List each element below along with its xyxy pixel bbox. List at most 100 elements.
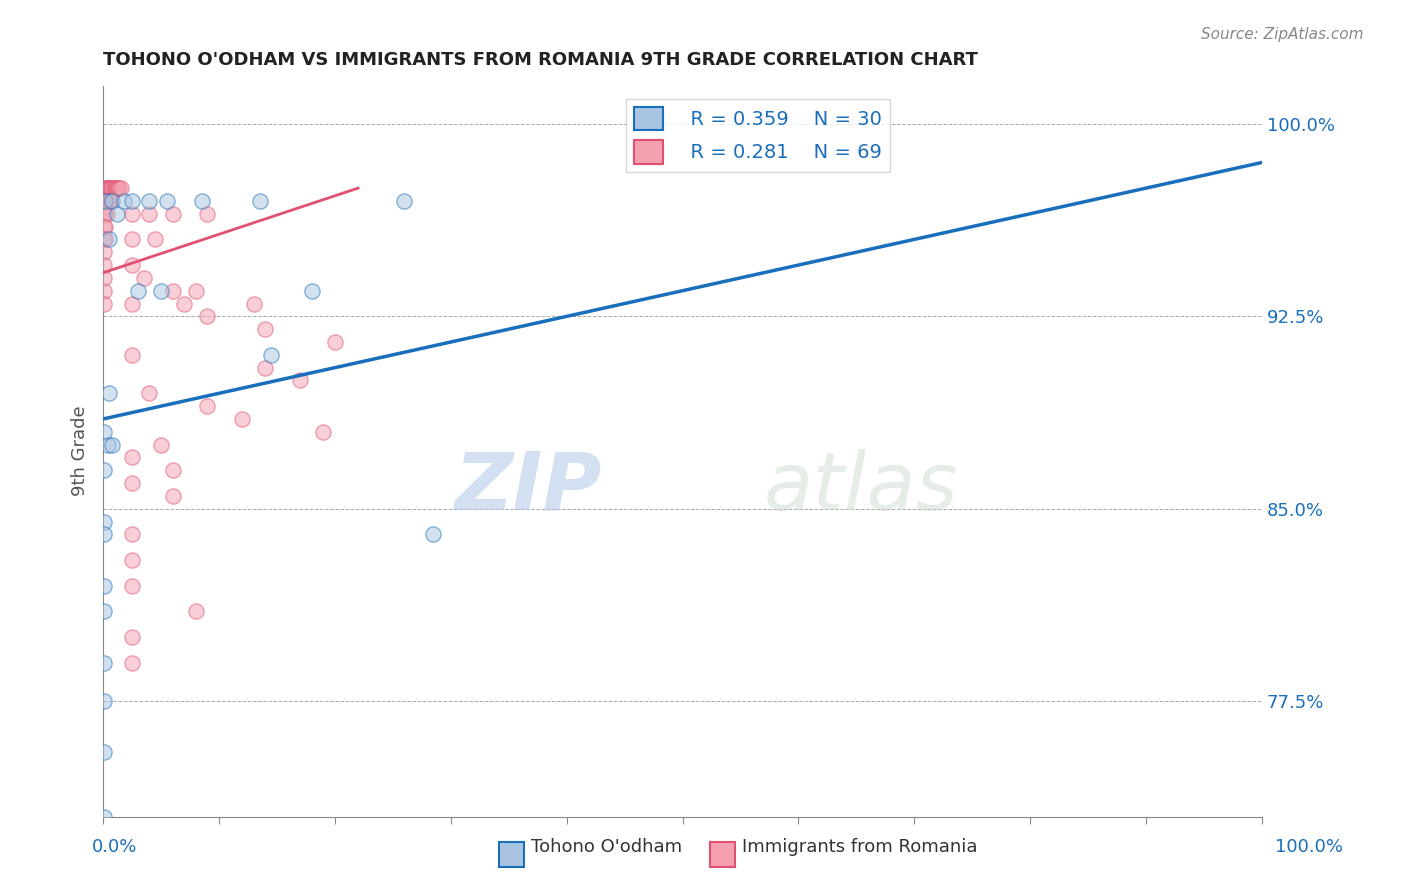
Point bbox=[121, 207, 143, 221]
Point bbox=[138, 194, 160, 208]
Point bbox=[96, 194, 118, 208]
Point bbox=[93, 245, 115, 260]
Text: Tohono O'odham: Tohono O'odham bbox=[531, 838, 682, 856]
Point bbox=[93, 232, 115, 246]
Point bbox=[301, 284, 323, 298]
Point bbox=[93, 425, 115, 439]
Point bbox=[93, 207, 115, 221]
Point bbox=[323, 334, 346, 349]
Point bbox=[93, 809, 115, 823]
Point bbox=[93, 258, 115, 272]
Point bbox=[112, 194, 135, 208]
Point bbox=[231, 412, 253, 426]
Point bbox=[249, 194, 271, 208]
Point bbox=[121, 476, 143, 491]
Text: 0.0%: 0.0% bbox=[91, 838, 136, 856]
Point bbox=[132, 271, 155, 285]
Point bbox=[184, 604, 207, 618]
Point bbox=[100, 181, 122, 195]
Point bbox=[96, 207, 118, 221]
Point bbox=[94, 232, 117, 246]
Point bbox=[184, 284, 207, 298]
Point bbox=[93, 694, 115, 708]
Point bbox=[162, 207, 184, 221]
Point bbox=[108, 181, 131, 195]
Point bbox=[97, 386, 120, 401]
Point bbox=[143, 232, 166, 246]
Point bbox=[93, 296, 115, 310]
Point bbox=[101, 437, 124, 451]
Point bbox=[121, 296, 143, 310]
Point bbox=[100, 194, 122, 208]
Point bbox=[97, 194, 120, 208]
Point bbox=[121, 348, 143, 362]
Point bbox=[97, 194, 120, 208]
Point bbox=[162, 463, 184, 477]
Point bbox=[121, 258, 143, 272]
Point bbox=[93, 527, 115, 541]
Point bbox=[107, 181, 129, 195]
Point bbox=[162, 489, 184, 503]
Point bbox=[121, 194, 143, 208]
Legend:   R = 0.359    N = 30,   R = 0.281    N = 69: R = 0.359 N = 30, R = 0.281 N = 69 bbox=[626, 99, 890, 171]
Point bbox=[190, 194, 212, 208]
Point bbox=[97, 181, 120, 195]
Point bbox=[127, 284, 149, 298]
Point bbox=[312, 425, 335, 439]
Point bbox=[105, 207, 128, 221]
Point bbox=[156, 194, 179, 208]
Text: Immigrants from Romania: Immigrants from Romania bbox=[742, 838, 977, 856]
Point bbox=[254, 322, 277, 336]
Point bbox=[121, 656, 143, 670]
Point bbox=[173, 296, 195, 310]
Point bbox=[242, 296, 264, 310]
Point bbox=[94, 194, 117, 208]
Point bbox=[93, 604, 115, 618]
Point bbox=[197, 399, 219, 413]
Point bbox=[121, 450, 143, 465]
Point bbox=[98, 194, 121, 208]
Point bbox=[97, 437, 120, 451]
Point bbox=[93, 271, 115, 285]
Point bbox=[121, 527, 143, 541]
Point bbox=[254, 360, 277, 375]
Point bbox=[105, 181, 128, 195]
Point bbox=[93, 219, 115, 234]
Y-axis label: 9th Grade: 9th Grade bbox=[72, 406, 89, 496]
Point bbox=[110, 181, 132, 195]
Point bbox=[121, 232, 143, 246]
Point bbox=[97, 232, 120, 246]
Point bbox=[93, 746, 115, 760]
Point bbox=[98, 181, 121, 195]
Point bbox=[96, 181, 118, 195]
Point bbox=[93, 181, 115, 195]
Point bbox=[121, 553, 143, 567]
Point bbox=[101, 181, 124, 195]
Point bbox=[150, 284, 173, 298]
Point bbox=[101, 194, 124, 208]
Point bbox=[121, 630, 143, 644]
Point bbox=[93, 284, 115, 298]
Point bbox=[422, 527, 444, 541]
Point bbox=[94, 194, 117, 208]
Point bbox=[93, 515, 115, 529]
Point bbox=[93, 463, 115, 477]
Text: TOHONO O'ODHAM VS IMMIGRANTS FROM ROMANIA 9TH GRADE CORRELATION CHART: TOHONO O'ODHAM VS IMMIGRANTS FROM ROMANI… bbox=[103, 51, 979, 69]
Text: 100.0%: 100.0% bbox=[1275, 838, 1343, 856]
Point bbox=[121, 579, 143, 593]
Text: ZIP: ZIP bbox=[454, 449, 602, 526]
Point bbox=[260, 348, 283, 362]
Point bbox=[103, 181, 125, 195]
Point bbox=[94, 207, 117, 221]
Point bbox=[394, 194, 416, 208]
Point bbox=[94, 181, 117, 195]
Point bbox=[162, 284, 184, 298]
Text: atlas: atlas bbox=[763, 449, 959, 526]
Point bbox=[94, 219, 117, 234]
Point bbox=[150, 437, 173, 451]
Point bbox=[138, 386, 160, 401]
Point bbox=[197, 207, 219, 221]
Point bbox=[93, 579, 115, 593]
Point bbox=[93, 194, 115, 208]
Text: Source: ZipAtlas.com: Source: ZipAtlas.com bbox=[1201, 27, 1364, 42]
